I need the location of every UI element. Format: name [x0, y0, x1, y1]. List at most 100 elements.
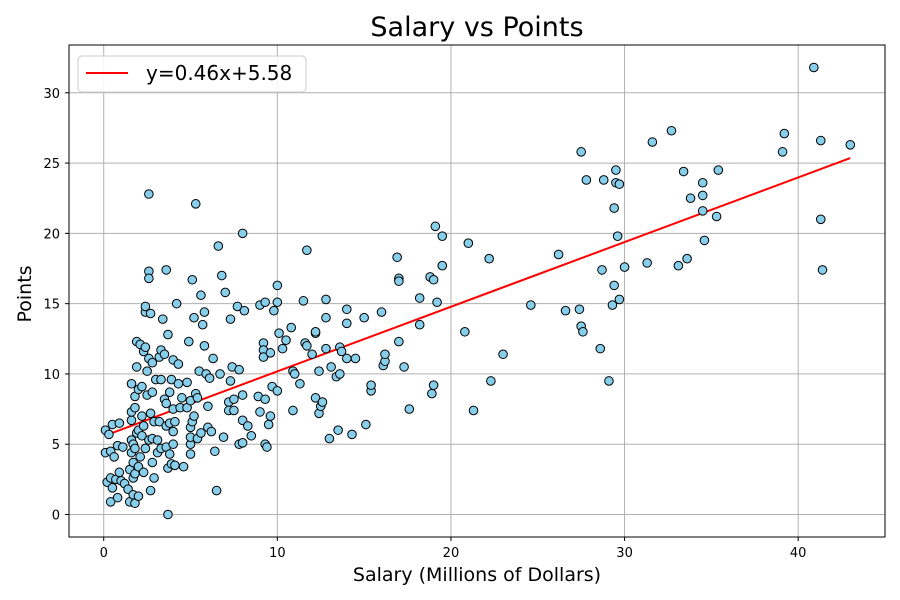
data-point	[619, 262, 630, 272]
data-point	[145, 408, 156, 419]
data-point	[105, 497, 116, 507]
data-point	[159, 349, 170, 360]
data-point	[647, 137, 658, 147]
data-point	[164, 449, 175, 459]
data-point	[171, 298, 182, 309]
data-point	[126, 378, 137, 389]
data-point	[437, 260, 448, 271]
data-point	[335, 369, 345, 379]
data-point	[498, 349, 508, 360]
x-tick-label: 40	[790, 546, 807, 561]
data-point	[260, 297, 270, 308]
data-point	[144, 273, 154, 284]
data-point	[432, 297, 442, 308]
data-point	[258, 352, 269, 362]
regression-line	[105, 157, 851, 437]
data-point	[366, 380, 376, 390]
data-point	[809, 62, 819, 73]
data-point	[197, 319, 208, 330]
data-point	[463, 238, 474, 249]
data-point	[173, 359, 184, 369]
data-point	[380, 349, 390, 360]
data-point	[149, 473, 159, 483]
data-point	[262, 442, 272, 452]
data-point	[204, 373, 215, 383]
data-point	[341, 318, 352, 329]
data-point	[341, 353, 352, 364]
data-point	[486, 376, 496, 386]
data-point	[170, 460, 180, 471]
y-axis-ticks: 0 5 10 15 20 25 30	[43, 87, 69, 524]
data-point	[225, 314, 236, 324]
data-point	[137, 411, 147, 421]
data-point	[229, 394, 239, 405]
y-tick-label: 0	[52, 509, 60, 524]
data-point	[321, 312, 331, 323]
data-point	[321, 294, 331, 305]
data-point	[288, 405, 298, 416]
data-point	[104, 429, 114, 440]
y-tick-label: 15	[43, 298, 60, 313]
data-point	[272, 297, 283, 308]
data-point	[189, 411, 199, 421]
data-point	[815, 214, 826, 225]
data-point	[170, 416, 180, 427]
data-point	[173, 378, 184, 389]
fit-line-layer	[105, 157, 851, 437]
data-point	[187, 274, 198, 285]
data-point	[183, 336, 194, 347]
data-point	[255, 407, 265, 417]
data-point	[164, 387, 175, 398]
data-point	[140, 301, 151, 312]
data-point	[310, 326, 321, 337]
data-point	[243, 421, 253, 431]
legend: y=0.46x+5.58	[77, 55, 307, 93]
data-point	[609, 280, 619, 291]
data-point	[430, 221, 441, 232]
data-point	[156, 374, 166, 385]
data-point	[263, 419, 274, 430]
data-point	[177, 393, 187, 403]
plot-area-frame	[68, 44, 886, 538]
data-points	[100, 62, 856, 520]
data-point	[376, 307, 387, 317]
data-point	[394, 276, 404, 286]
data-point	[815, 135, 826, 146]
data-point	[414, 293, 425, 303]
data-point	[114, 418, 125, 428]
data-point	[208, 353, 218, 364]
data-point	[697, 206, 708, 216]
y-tick-label: 30	[43, 87, 60, 102]
data-point	[220, 287, 231, 298]
data-point	[147, 387, 158, 398]
data-point	[145, 485, 156, 496]
data-point	[109, 452, 119, 462]
data-point	[213, 241, 224, 251]
data-point	[239, 305, 250, 316]
data-point	[237, 438, 248, 448]
data-point	[237, 390, 248, 400]
x-tick-label: 0	[100, 546, 108, 561]
data-point	[307, 349, 317, 360]
data-point	[560, 305, 571, 316]
data-point	[138, 421, 149, 431]
data-point	[163, 329, 173, 340]
y-tick-label: 5	[52, 438, 60, 453]
data-point	[817, 265, 828, 275]
data-point	[246, 430, 257, 441]
data-point	[166, 374, 177, 385]
y-tick-label: 10	[43, 368, 60, 383]
data-point	[295, 378, 305, 389]
data-point	[697, 177, 708, 188]
data-point	[154, 416, 165, 427]
data-point	[192, 393, 203, 403]
data-point	[685, 193, 696, 204]
data-point	[265, 411, 276, 421]
data-point	[265, 348, 276, 358]
legend-box	[77, 55, 307, 93]
data-point	[234, 364, 244, 375]
data-point	[137, 430, 147, 441]
data-point	[168, 426, 178, 437]
data-point	[437, 231, 448, 241]
